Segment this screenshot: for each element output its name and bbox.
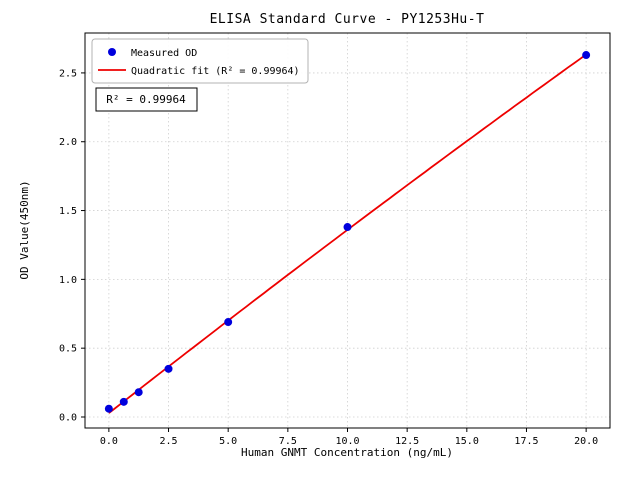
x-axis-label: Human GNMT Concentration (ng/mL) (241, 446, 453, 459)
axes-ticks: 0.0 2.5 5.0 7.5 10.0 12.5 15.0 17.5 20.0 0.0 0.5 1.… (59, 68, 598, 447)
svg-text:0.0: 0.0 (59, 412, 77, 423)
measured-od-point (343, 223, 352, 232)
svg-text:0.0: 0.0 (100, 436, 118, 447)
svg-text:2.0: 2.0 (59, 137, 77, 148)
plot-border (84, 32, 611, 429)
svg-text:10.0: 10.0 (335, 436, 359, 447)
legend: Measured OD Quadratic fit (R² = 0.99964) (91, 38, 309, 84)
r-squared-annotation: R² = 0.99964 (95, 87, 198, 112)
legend-label-measured-od: Measured OD (131, 48, 197, 59)
svg-text:1.0: 1.0 (59, 275, 77, 286)
svg-text:17.5: 17.5 (514, 436, 538, 447)
measured-od-point (119, 397, 128, 406)
data-series (104, 51, 591, 414)
legend-marker-measured-od-icon (108, 48, 116, 56)
svg-text:1.5: 1.5 (59, 206, 77, 217)
chart-title: ELISA Standard Curve - PY1253Hu-T (210, 12, 485, 27)
svg-text:7.5: 7.5 (279, 436, 297, 447)
measured-od-point (134, 388, 143, 397)
svg-text:12.5: 12.5 (395, 436, 419, 447)
measured-od-point (164, 364, 173, 373)
measured-od-point (582, 51, 591, 60)
svg-text:2.5: 2.5 (159, 436, 177, 447)
annotation-box (95, 87, 198, 112)
annotation-text: R² = 0.99964 (106, 93, 186, 106)
svg-text:5.0: 5.0 (219, 436, 237, 447)
legend-label-quadratic-fit: Quadratic fit (R² = 0.99964) (131, 66, 300, 77)
measured-od-point (104, 404, 113, 413)
svg-text:15.0: 15.0 (455, 436, 479, 447)
svg-text:2.5: 2.5 (59, 68, 77, 79)
svg-text:0.5: 0.5 (59, 344, 77, 355)
legend-box (91, 38, 309, 84)
measured-od-point (224, 318, 233, 327)
grid-lines (85, 33, 610, 428)
y-axis-label: OD Value(450nm) (18, 180, 31, 279)
svg-text:20.0: 20.0 (574, 436, 598, 447)
